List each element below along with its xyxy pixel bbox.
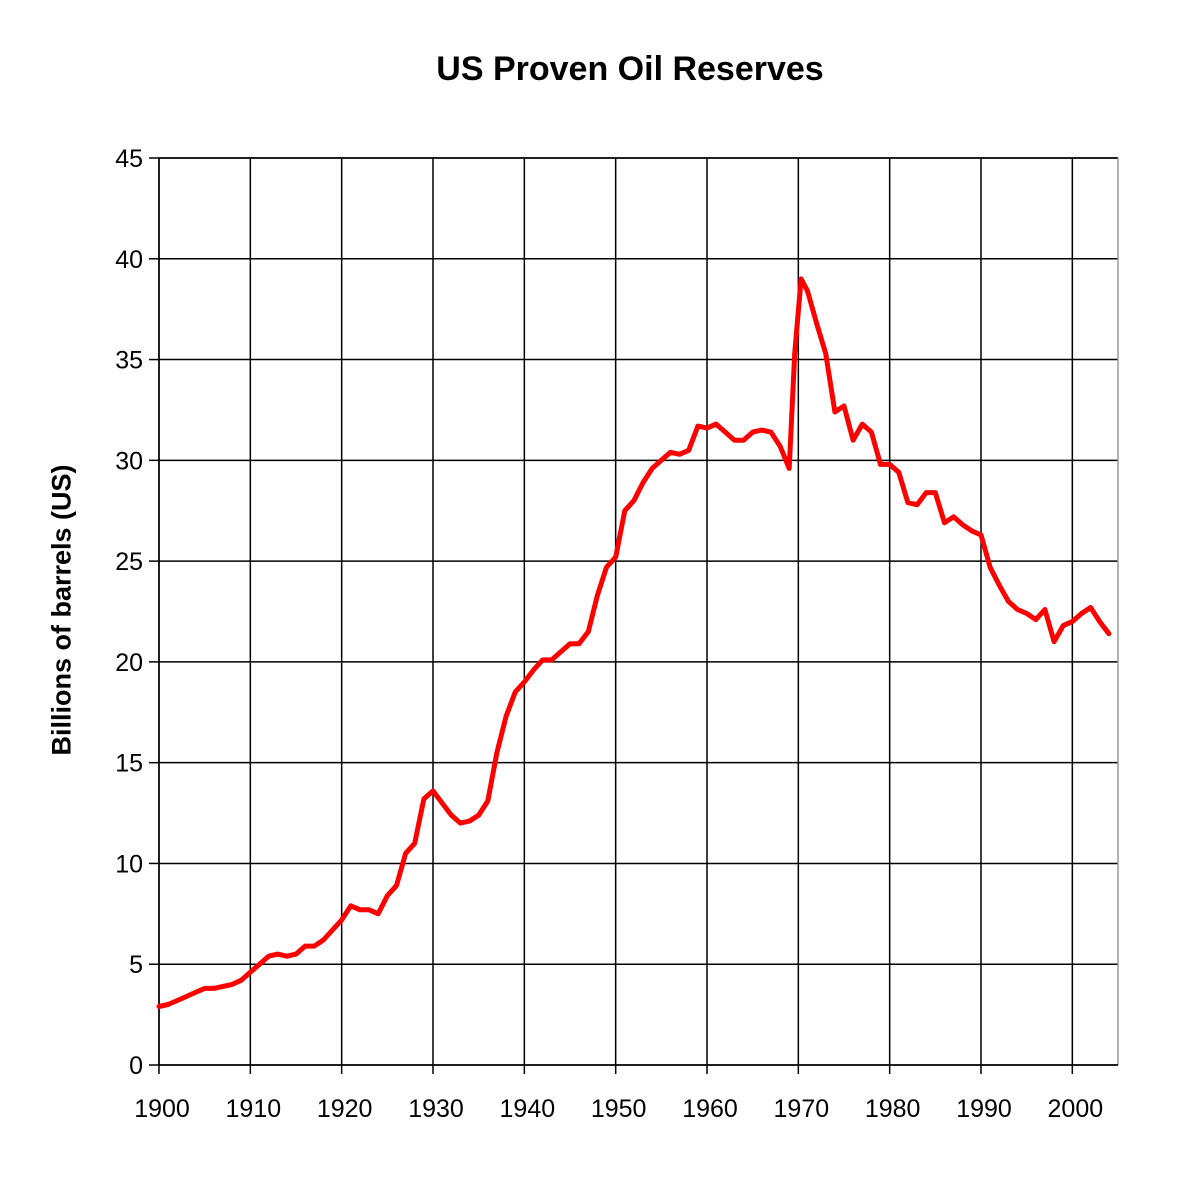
y-tick-label: 25 (115, 548, 143, 576)
series-line (156, 276, 1112, 1009)
y-tick-label: 0 (129, 1052, 143, 1080)
x-tick-label: 2000 (1048, 1095, 1104, 1123)
y-tick-label: 35 (115, 347, 143, 375)
x-tick-label: 1960 (682, 1095, 738, 1123)
y-tick-label: 30 (115, 447, 143, 475)
x-tick-label: 1930 (408, 1095, 464, 1123)
y-tick-label: 20 (115, 649, 143, 677)
y-tick-label: 45 (115, 145, 143, 173)
y-tick-label: 5 (129, 951, 143, 979)
x-tick-label: 1950 (591, 1095, 647, 1123)
y-tick-label: 10 (115, 850, 143, 878)
x-tick-label: 1910 (226, 1095, 282, 1123)
x-tick-label: 1980 (865, 1095, 921, 1123)
chart-title: US Proven Oil Reserves (436, 50, 824, 88)
x-tick-label: 1900 (134, 1095, 190, 1123)
x-tick-label: 1990 (956, 1095, 1012, 1123)
y-tick-label: 15 (115, 750, 143, 778)
x-tick-label: 1940 (500, 1095, 556, 1123)
x-tick-label: 1920 (317, 1095, 373, 1123)
y-tick-label: 40 (115, 246, 143, 274)
x-tick-label: 1970 (774, 1095, 830, 1123)
